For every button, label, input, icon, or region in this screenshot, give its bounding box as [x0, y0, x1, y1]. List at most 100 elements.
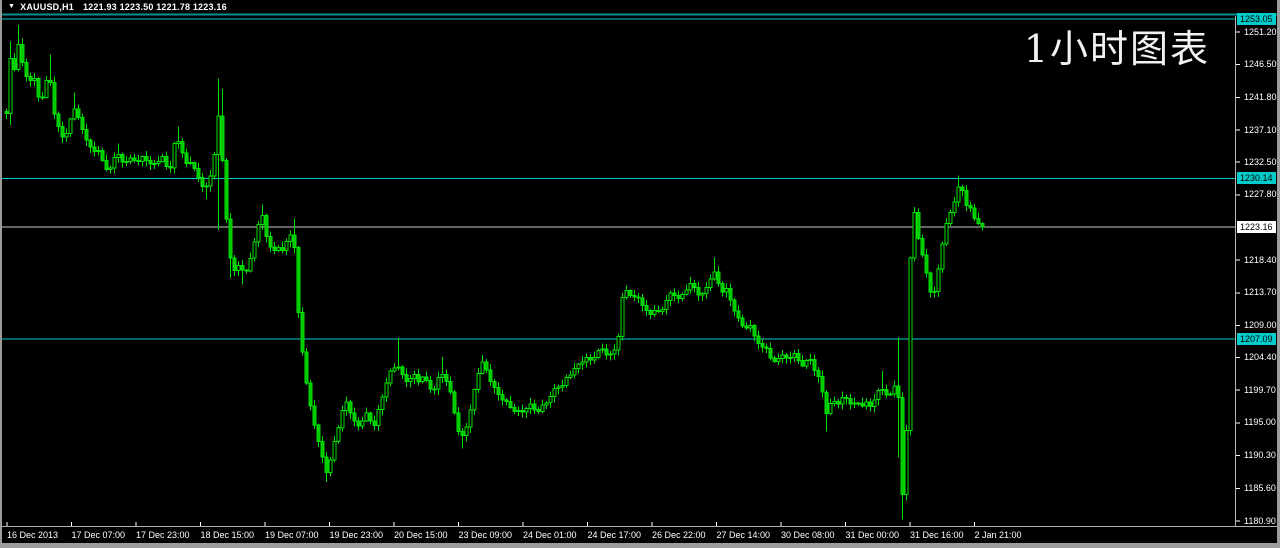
- candle: [860, 397, 865, 408]
- candle: [820, 370, 825, 398]
- candle: [520, 404, 525, 418]
- time-tick-label: 30 Dec 08:00: [781, 530, 835, 540]
- candle: [492, 379, 497, 394]
- candle: [352, 407, 357, 427]
- candle: [20, 38, 25, 67]
- candle: [412, 370, 417, 384]
- candle: [764, 343, 769, 353]
- candle: [144, 151, 149, 167]
- candle: [180, 138, 185, 158]
- candle: [344, 396, 349, 416]
- candle: [524, 407, 529, 419]
- candle: [924, 249, 929, 278]
- candle: [112, 152, 117, 174]
- candle: [736, 305, 741, 322]
- price-tick-label: 1185.60: [1244, 482, 1276, 493]
- candle: [472, 388, 477, 415]
- candle: [264, 213, 269, 243]
- candle: [980, 222, 985, 231]
- price-tick-label: 1199.70: [1244, 384, 1276, 395]
- candle: [420, 375, 425, 384]
- timeframe-watermark: 1小时图表: [1023, 27, 1210, 71]
- price-tick-label: 1251.20: [1244, 26, 1277, 37]
- candle: [660, 306, 665, 315]
- candle: [452, 389, 457, 415]
- candle: [828, 398, 833, 416]
- candle: [692, 279, 697, 293]
- candle: [216, 78, 221, 231]
- candle: [568, 370, 573, 379]
- candle: [88, 138, 93, 153]
- candle: [884, 384, 889, 398]
- time-tick-label: 24 Dec 17:00: [587, 530, 642, 540]
- candle: [440, 356, 445, 383]
- candle: [468, 404, 473, 433]
- candle: [548, 391, 553, 409]
- candle: [44, 75, 49, 99]
- collapse-arrow-icon[interactable]: ▼: [8, 3, 16, 10]
- candle: [752, 324, 757, 342]
- candle: [8, 41, 13, 126]
- candle: [832, 396, 837, 406]
- candle: [64, 128, 69, 143]
- candle: [784, 352, 789, 364]
- candle: [432, 385, 437, 395]
- candle: [48, 54, 53, 86]
- candle: [476, 367, 481, 393]
- candle: [284, 238, 289, 256]
- candle: [312, 400, 317, 430]
- candle: [372, 415, 377, 431]
- price-axis[interactable]: 1251.20 1246.50 1241.80 1237.10 1232.50 1227.…: [1236, 0, 1277, 543]
- candle: [340, 405, 345, 432]
- candle: [892, 380, 897, 398]
- candle: [244, 268, 249, 274]
- candle: [380, 393, 385, 416]
- candle: [724, 283, 729, 298]
- candle: [208, 169, 213, 192]
- time-axis[interactable]: 16 Dec 2013 17 Dec 07:00 17 Dec 23:00 18 De…: [2, 527, 1236, 543]
- candle: [620, 292, 625, 341]
- candle: [152, 160, 157, 169]
- candle: [720, 281, 725, 297]
- candle: [540, 399, 545, 414]
- candle: [840, 391, 845, 410]
- candle: [508, 395, 513, 410]
- candle: [220, 89, 225, 163]
- candle: [888, 391, 893, 397]
- candle: [272, 242, 277, 254]
- candle: [228, 212, 233, 279]
- candle: [388, 368, 393, 387]
- time-tick-label: 27 Dec 14:00: [716, 530, 771, 540]
- candle: [812, 355, 817, 376]
- candle: [800, 355, 805, 368]
- price-tick-label: 1180.90: [1244, 515, 1276, 526]
- candle: [808, 353, 813, 365]
- candle: [300, 306, 305, 356]
- candle: [296, 246, 301, 318]
- candle: [624, 285, 629, 300]
- level-price-label: 1207.09: [1237, 332, 1276, 345]
- window-border-right: [1277, 0, 1280, 548]
- candle: [688, 276, 693, 294]
- candle: [636, 293, 641, 304]
- time-tick-label: 31 Dec 16:00: [910, 530, 964, 540]
- candle: [864, 398, 869, 410]
- candle: [556, 384, 561, 395]
- candle: [880, 370, 885, 396]
- level-price-label: 1253.05: [1237, 13, 1276, 26]
- price-tick-label: 1218.40: [1244, 254, 1277, 265]
- candle: [788, 351, 793, 364]
- candle: [536, 406, 541, 414]
- candle: [16, 25, 21, 72]
- candle: [68, 117, 73, 137]
- candles-layer[interactable]: [4, 25, 985, 520]
- time-tick-label: 20 Dec 15:00: [394, 530, 448, 540]
- candle: [588, 354, 593, 366]
- candle: [528, 398, 533, 414]
- candle: [204, 182, 209, 199]
- candle: [616, 333, 621, 356]
- candle: [780, 349, 785, 364]
- candle: [324, 452, 329, 483]
- candle: [504, 397, 509, 406]
